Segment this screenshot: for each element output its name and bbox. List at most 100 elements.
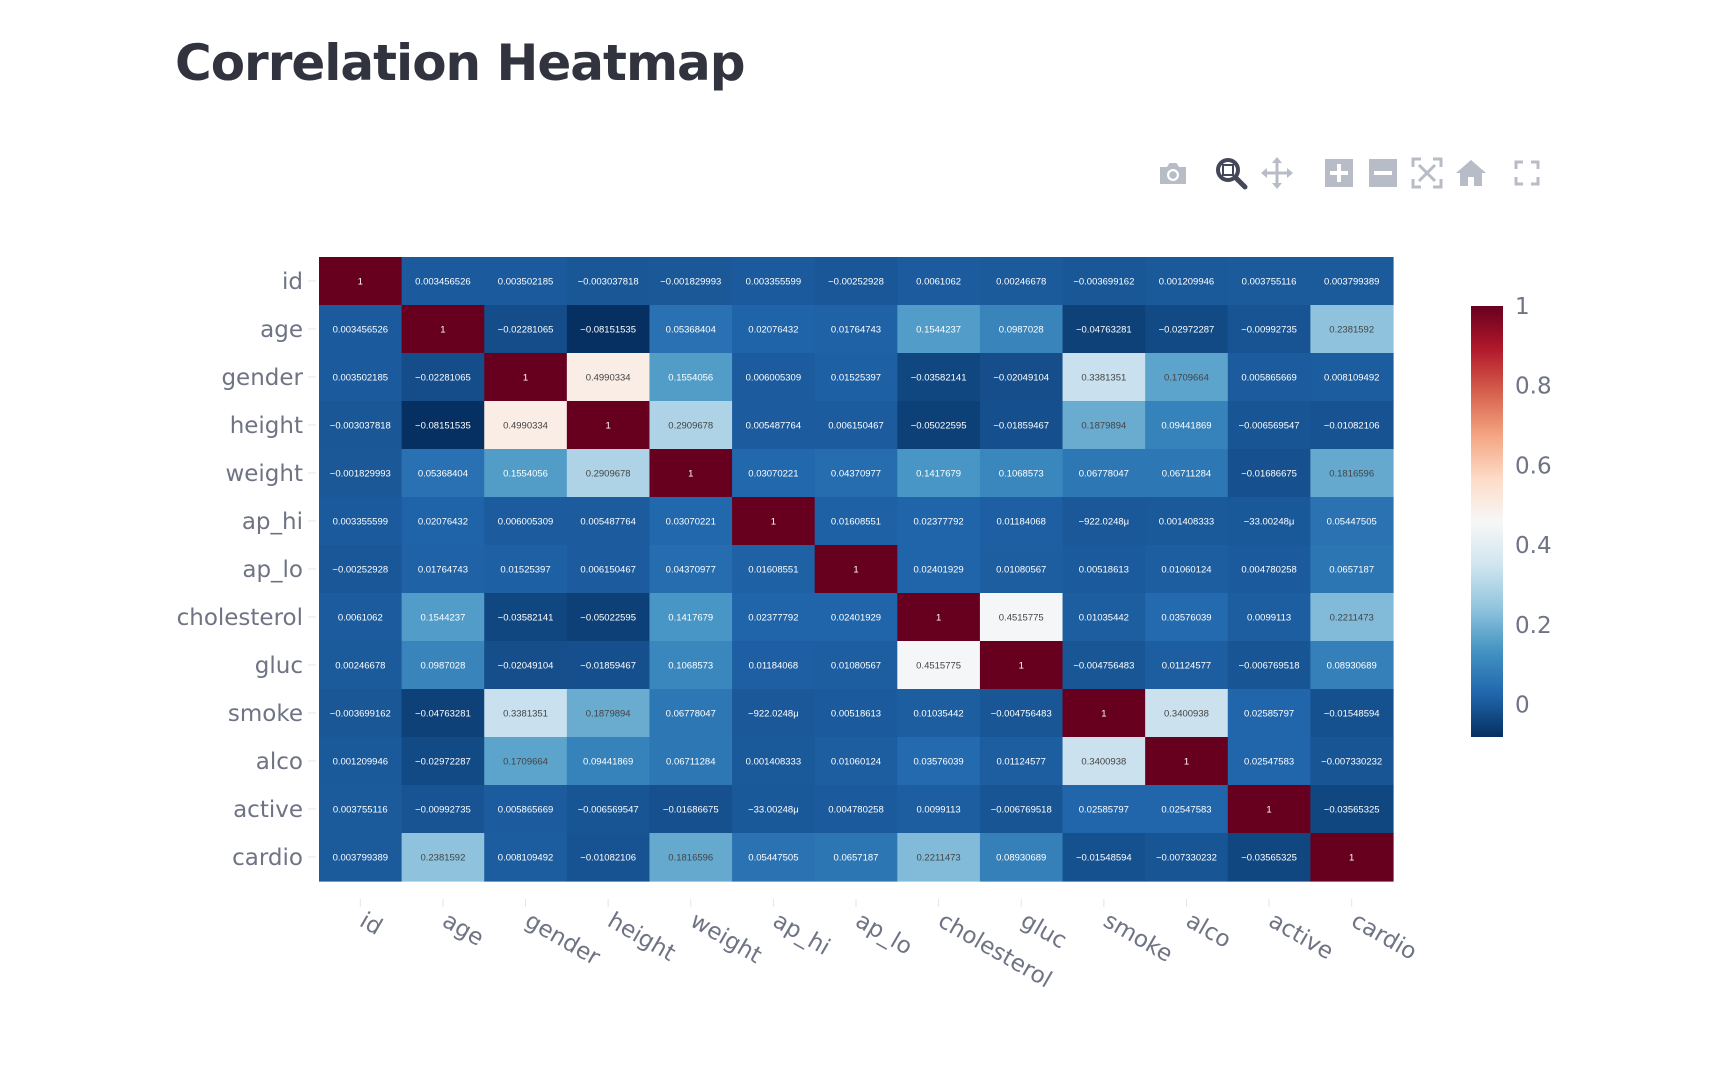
heatmap-cell[interactable] [1145, 785, 1229, 834]
heatmap-cell[interactable] [649, 305, 733, 354]
heatmap-cell[interactable] [566, 833, 651, 882]
heatmap-cell[interactable] [401, 497, 485, 546]
heatmap-cell[interactable] [1310, 449, 1394, 498]
heatmap-cell[interactable] [897, 449, 981, 498]
heatmap-cell[interactable] [401, 689, 485, 738]
heatmap-cell[interactable] [401, 449, 485, 498]
heatmap-cell[interactable] [1227, 449, 1311, 498]
heatmap-cell[interactable] [1062, 593, 1146, 642]
heatmap-cell[interactable] [401, 545, 485, 594]
heatmap-cell[interactable] [649, 401, 733, 450]
heatmap-cell[interactable] [566, 305, 651, 354]
heatmap-cell[interactable] [1062, 497, 1146, 546]
heatmap-cell[interactable] [732, 641, 816, 690]
heatmap-cell[interactable] [1227, 833, 1311, 882]
heatmap-cell[interactable] [1145, 353, 1229, 402]
heatmap-cell[interactable] [319, 689, 403, 738]
heatmap-cell[interactable] [732, 449, 816, 498]
heatmap-cell[interactable] [732, 353, 816, 402]
heatmap-cell[interactable] [649, 737, 733, 786]
heatmap-cell[interactable] [814, 401, 898, 450]
heatmap-cell[interactable] [897, 641, 981, 690]
heatmap-cell[interactable] [1145, 497, 1229, 546]
heatmap-cell[interactable] [1310, 401, 1394, 450]
heatmap-cell[interactable] [566, 401, 651, 450]
heatmap-cell[interactable] [1310, 833, 1394, 882]
heatmap-cell[interactable] [566, 353, 651, 402]
heatmap-cell[interactable] [814, 545, 898, 594]
heatmap-cell[interactable] [897, 593, 981, 642]
heatmap-cell[interactable] [897, 785, 981, 834]
heatmap-cell[interactable] [1310, 545, 1394, 594]
heatmap-cell[interactable] [401, 305, 485, 354]
heatmap-cell[interactable] [814, 833, 898, 882]
heatmap-cell[interactable] [814, 593, 898, 642]
heatmap-cell[interactable] [1062, 257, 1146, 306]
heatmap-cell[interactable] [897, 353, 981, 402]
heatmap-cell[interactable] [1227, 305, 1311, 354]
heatmap-cell[interactable] [814, 257, 898, 306]
heatmap-cell[interactable] [814, 449, 898, 498]
heatmap-cell[interactable] [732, 689, 816, 738]
heatmap-cell[interactable] [401, 641, 485, 690]
heatmap-cell[interactable] [1145, 593, 1229, 642]
heatmap-cell[interactable] [566, 737, 651, 786]
heatmap-cell[interactable] [1145, 833, 1229, 882]
heatmap-cell[interactable] [484, 497, 568, 546]
heatmap-cell[interactable] [401, 737, 485, 786]
heatmap-cell[interactable] [1310, 785, 1394, 834]
heatmap-cell[interactable] [484, 353, 568, 402]
heatmap-cell[interactable] [1062, 305, 1146, 354]
heatmap-cell[interactable] [979, 497, 1064, 546]
zoom-out-button[interactable] [1360, 150, 1406, 196]
heatmap-cell[interactable] [649, 689, 733, 738]
heatmap-cell[interactable] [566, 689, 651, 738]
heatmap-cell[interactable] [566, 497, 651, 546]
heatmap-cell[interactable] [979, 449, 1064, 498]
heatmap-cell[interactable] [1062, 833, 1146, 882]
heatmap-cell[interactable] [979, 353, 1064, 402]
heatmap-cell[interactable] [484, 641, 568, 690]
heatmap-cell[interactable] [484, 449, 568, 498]
heatmap-cell[interactable] [319, 401, 403, 450]
heatmap-cell[interactable] [732, 785, 816, 834]
heatmap-cell[interactable] [1310, 641, 1394, 690]
heatmap-cell[interactable] [401, 401, 485, 450]
heatmap-cell[interactable] [979, 401, 1064, 450]
heatmap-cell[interactable] [319, 545, 403, 594]
heatmap-cell[interactable] [897, 257, 981, 306]
zoom-in-button[interactable] [1316, 150, 1362, 196]
heatmap-cell[interactable] [1310, 497, 1394, 546]
heatmap-cell[interactable] [1227, 737, 1311, 786]
heatmap-cell[interactable] [1062, 689, 1146, 738]
heatmap-cell[interactable] [649, 833, 733, 882]
heatmap-cell[interactable] [1145, 641, 1229, 690]
heatmap-cell[interactable] [732, 593, 816, 642]
heatmap-cell[interactable] [979, 641, 1064, 690]
heatmap-cell[interactable] [814, 305, 898, 354]
heatmap-cell[interactable] [897, 737, 981, 786]
heatmap-cell[interactable] [319, 497, 403, 546]
heatmap-cell[interactable] [319, 785, 403, 834]
heatmap-cell[interactable] [484, 401, 568, 450]
heatmap-cell[interactable] [319, 305, 403, 354]
heatmap-cell[interactable] [484, 593, 568, 642]
heatmap-cell[interactable] [979, 257, 1064, 306]
heatmap-cell[interactable] [649, 593, 733, 642]
reset-axes-button[interactable] [1448, 150, 1494, 196]
heatmap-cell[interactable] [1227, 401, 1311, 450]
heatmap-cell[interactable] [319, 449, 403, 498]
heatmap-cell[interactable] [814, 353, 898, 402]
heatmap-cell[interactable] [1227, 353, 1311, 402]
heatmap-cell[interactable] [979, 785, 1064, 834]
heatmap-cell[interactable] [1145, 401, 1229, 450]
heatmap-cell[interactable] [319, 593, 403, 642]
heatmap-cell[interactable] [484, 785, 568, 834]
heatmap-cell[interactable] [1062, 449, 1146, 498]
heatmap-cell[interactable] [566, 257, 651, 306]
heatmap-cell[interactable] [1227, 545, 1311, 594]
heatmap-cell[interactable] [319, 641, 403, 690]
heatmap-cell[interactable] [814, 641, 898, 690]
heatmap-cell[interactable] [732, 737, 816, 786]
heatmap-cell[interactable] [484, 833, 568, 882]
